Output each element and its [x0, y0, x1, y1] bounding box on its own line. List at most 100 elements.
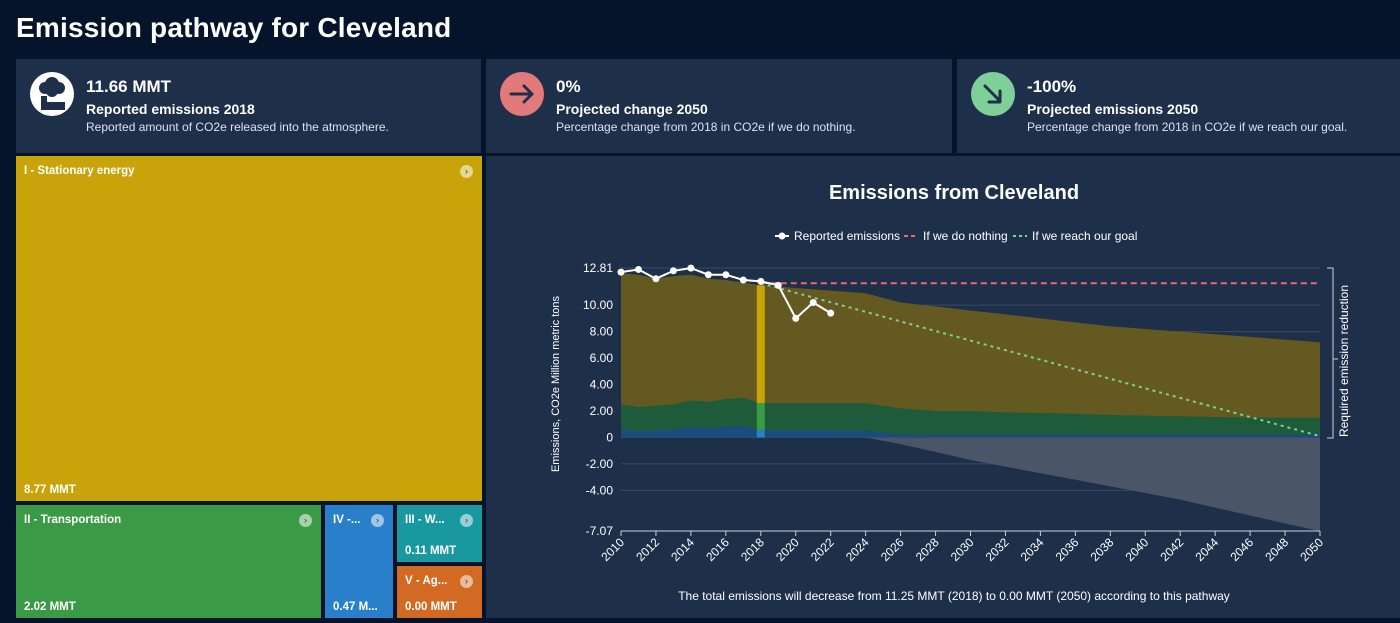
x-tick-label: 2042 [1158, 535, 1187, 564]
x-tick-label: 2010 [598, 535, 627, 564]
area-other-sectors [621, 426, 1320, 438]
chevron-right-icon[interactable]: › [460, 575, 473, 588]
chart-footer: The total emissions will decrease from 1… [678, 589, 1230, 603]
sector-tile-iv[interactable]: IV -... › 0.47 M... [325, 505, 393, 618]
chevron-right-icon[interactable]: › [299, 514, 312, 527]
bar-segment [756, 430, 765, 438]
reported-point[interactable] [809, 299, 817, 307]
required-reduction-label: Required emission reduction [1337, 285, 1351, 437]
reported-point[interactable] [652, 275, 660, 283]
x-tick-label: 2012 [633, 535, 662, 564]
required-reduction-bracket: Required emission reduction [1327, 267, 1351, 439]
emissions-chart-panel: Emissions from Cleveland Reported emissi… [486, 156, 1400, 618]
chevron-right-icon[interactable]: › [460, 514, 473, 527]
x-tick-label: 2034 [1018, 535, 1047, 564]
card-label: Projected change 2050 [556, 101, 708, 117]
legend-item-goal[interactable]: If we reach our goal [1013, 229, 1137, 243]
sector-value: 8.77 MMT [24, 484, 76, 496]
y-tick-label: 8.00 [590, 325, 614, 339]
x-tick-label: 2018 [738, 535, 767, 564]
x-tick-label: 2038 [1088, 535, 1117, 564]
x-tick-label: 2022 [808, 535, 837, 564]
sector-name: IV -... [333, 514, 361, 526]
reported-point[interactable] [704, 271, 712, 279]
legend-label: If we do nothing [923, 229, 1008, 243]
reported-point[interactable] [757, 277, 765, 285]
y-tick-label: -7.07 [586, 524, 614, 538]
x-tick-label: 2032 [983, 535, 1012, 564]
sector-value: 2.02 MMT [24, 601, 76, 613]
sector-tile-v[interactable]: V - Ag... › 0.00 MMT [397, 566, 482, 618]
arrow-right-icon [500, 72, 544, 116]
sector-name: I - Stationary energy [24, 165, 135, 177]
chart-bar-2018 [756, 285, 765, 438]
sector-tile-transportation[interactable]: II - Transportation › 2.02 MMT [16, 505, 321, 618]
y-axis-label: Emissions, CO2e Million metric tons [550, 295, 562, 472]
area-required-reduction [865, 437, 1320, 531]
chart-title: Emissions from Cleveland [829, 182, 1079, 204]
area-stationary-energy [621, 273, 1320, 438]
legend-item-reported[interactable]: Reported emissions [775, 229, 900, 243]
legend-label: If we reach our goal [1032, 229, 1137, 243]
reported-point[interactable] [687, 264, 695, 272]
x-tick-label: 2020 [773, 535, 802, 564]
y-tick-label: -4.00 [586, 483, 614, 497]
reported-point[interactable] [827, 309, 835, 317]
x-tick-label: 2050 [1297, 535, 1326, 564]
card-reported-emissions: 11.66 MMT Reported emissions 2018 Report… [16, 59, 481, 153]
x-tick-label: 2040 [1123, 535, 1152, 564]
x-tick-label: 2028 [913, 535, 942, 564]
reported-point[interactable] [792, 314, 800, 322]
bar-segment [756, 403, 765, 431]
y-tick-label: 12.81 [583, 261, 613, 275]
x-tick-label: 2016 [703, 535, 732, 564]
chevron-right-icon[interactable]: › [371, 514, 384, 527]
y-tick-label: 10.00 [583, 298, 613, 312]
emissions-chart: Emissions from Cleveland Reported emissi… [550, 182, 1351, 603]
factory-icon [30, 72, 74, 116]
x-tick-label: 2014 [668, 535, 697, 564]
reported-point[interactable] [774, 281, 782, 289]
card-description: Reported amount of CO2e released into th… [86, 120, 389, 134]
y-tick-label: -2.00 [586, 457, 614, 471]
x-tick-label: 2036 [1053, 535, 1082, 564]
card-value: -100% [1027, 77, 1077, 96]
reported-point[interactable] [722, 271, 730, 279]
x-tick-label: 2044 [1192, 535, 1221, 564]
bar-segment [756, 285, 765, 404]
legend-item-do-nothing[interactable]: If we do nothing [904, 229, 1008, 243]
legend-label: Reported emissions [794, 229, 900, 243]
x-tick-label: 2030 [948, 535, 977, 564]
sector-tile-stationary-energy[interactable]: I - Stationary energy › 8.77 MMT [16, 156, 482, 501]
chart-x-axis: 2010 2012 2014 2016 2018 2020 2022 2024 2026 2028… [598, 530, 1326, 564]
y-tick-label: 0 [606, 430, 613, 444]
arrow-down-right-icon [971, 72, 1015, 116]
reported-point[interactable] [634, 265, 642, 273]
chevron-right-icon[interactable]: › [460, 165, 473, 178]
sector-name: III - W... [405, 514, 445, 526]
chart-areas [621, 273, 1320, 531]
sector-name: II - Transportation [24, 514, 122, 526]
x-tick-label: 2048 [1262, 535, 1291, 564]
x-tick-label: 2046 [1227, 535, 1256, 564]
y-tick-label: 2.00 [590, 404, 614, 418]
reported-point[interactable] [617, 268, 625, 276]
card-description: Percentage change from 2018 in CO2e if w… [1027, 120, 1348, 134]
reported-point[interactable] [739, 276, 747, 284]
sector-value: 0.47 M... [333, 601, 378, 613]
area-transportation [621, 397, 1320, 438]
card-label: Projected emissions 2050 [1027, 101, 1199, 117]
reported-point[interactable] [669, 267, 677, 275]
x-tick-label: 2024 [843, 535, 872, 564]
card-projected-emissions: -100% Projected emissions 2050 Percentag… [957, 59, 1400, 153]
chart-legend: Reported emissions If we do nothing If w… [775, 229, 1137, 243]
card-value: 0% [556, 77, 581, 96]
page-title: Emission pathway for Cleveland [16, 12, 452, 43]
y-tick-label: 4.00 [590, 378, 614, 392]
sector-value: 0.11 MMT [405, 545, 457, 557]
sector-tile-iii[interactable]: III - W... › 0.11 MMT [397, 505, 482, 562]
card-description: Percentage change from 2018 in CO2e if w… [556, 120, 856, 134]
chart-y-axis: 12.81 10.00 8.00 6.00 4.00 2.00 0 -2.00 -4.00 -7.… [583, 261, 613, 538]
sector-value: 0.00 MMT [405, 601, 457, 613]
card-projected-change: 0% Projected change 2050 Percentage chan… [486, 59, 952, 153]
